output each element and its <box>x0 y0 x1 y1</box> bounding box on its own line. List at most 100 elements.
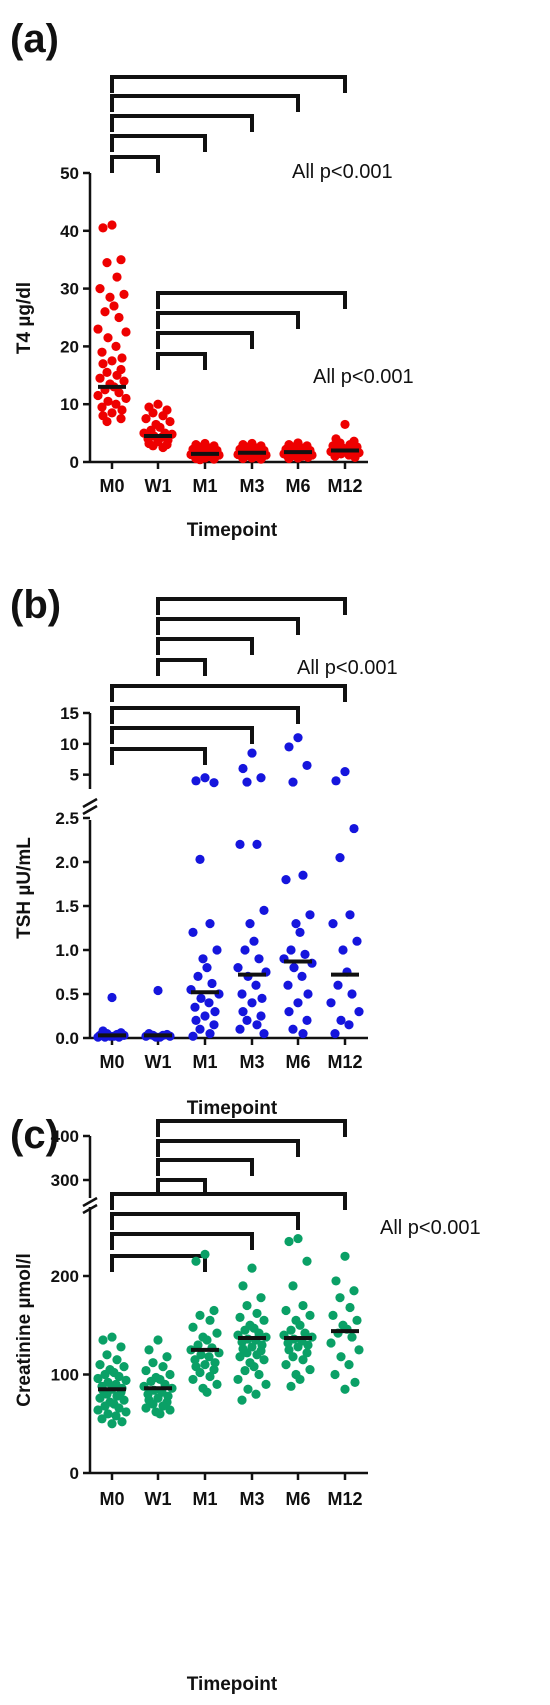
axis-break-mark <box>82 1196 98 1208</box>
data-point <box>288 1352 298 1362</box>
data-point <box>191 776 201 786</box>
data-point <box>158 411 168 421</box>
y-tick-label: 2.0 <box>55 853 79 872</box>
data-point <box>347 1332 357 1342</box>
significance-bracket <box>110 155 160 173</box>
y-tick-label: 1.0 <box>55 941 79 960</box>
data-point <box>111 341 121 351</box>
data-point <box>119 1395 129 1405</box>
data-point <box>238 1281 248 1291</box>
panel-a: (a) All p<0.001 All p<0.001 0 10 20 30 40 50 M… <box>10 17 414 541</box>
y-tick-label: 200 <box>51 1267 79 1286</box>
data-point <box>114 1371 124 1382</box>
data-point <box>288 777 298 787</box>
data-point <box>238 1007 248 1017</box>
data-point <box>102 416 112 427</box>
data-point <box>107 408 117 418</box>
data-point <box>195 1367 205 1378</box>
panel-a-ylabel: T4 µg/dl <box>14 282 35 354</box>
y-tick-label: 0 <box>70 1464 79 1483</box>
panel-b-annotation: All p<0.001 <box>297 657 398 679</box>
data-point <box>354 1345 364 1355</box>
data-point <box>284 1007 294 1017</box>
significance-bracket <box>156 597 347 615</box>
data-point <box>340 1251 350 1261</box>
data-point <box>344 1360 354 1370</box>
data-point <box>284 453 294 464</box>
data-point <box>100 307 110 317</box>
data-point <box>328 919 338 929</box>
data-point <box>293 1233 303 1244</box>
data-point <box>205 919 215 929</box>
data-point <box>298 1355 308 1365</box>
data-point <box>148 1399 158 1409</box>
data-point <box>305 910 315 920</box>
data-point <box>254 954 264 964</box>
x-tick-label: M6 <box>285 1052 310 1072</box>
data-point <box>98 223 108 233</box>
data-point <box>195 854 205 864</box>
data-point <box>249 936 259 946</box>
data-point <box>111 1411 121 1421</box>
panel-b-xlabel: Timepoint <box>187 1098 278 1119</box>
data-point <box>293 1342 303 1352</box>
data-point <box>235 1312 245 1322</box>
data-point <box>114 312 124 323</box>
data-point <box>209 778 219 788</box>
data-point <box>352 1315 362 1325</box>
data-point <box>107 1332 117 1342</box>
data-point <box>209 1020 219 1030</box>
data-point <box>204 1352 214 1362</box>
data-point <box>297 971 307 982</box>
data-point <box>254 1369 264 1380</box>
data-point <box>281 875 291 885</box>
data-point <box>93 324 103 334</box>
data-point <box>95 1393 105 1403</box>
data-point <box>247 998 257 1008</box>
data-point <box>148 408 158 418</box>
panel-c-ylabel: Creatinine µmol/l <box>14 1253 35 1406</box>
x-tick-label: M0 <box>99 1052 124 1072</box>
significance-bracket <box>110 75 347 93</box>
data-point <box>331 1276 341 1286</box>
data-point <box>153 985 163 996</box>
data-point <box>235 839 245 850</box>
panel-c-brackets <box>110 1119 347 1272</box>
data-point <box>247 748 257 758</box>
data-point <box>102 367 112 378</box>
data-point <box>340 419 350 430</box>
data-point <box>202 1387 212 1397</box>
data-point <box>212 945 222 955</box>
data-point <box>288 1281 298 1291</box>
data-point <box>340 766 350 777</box>
data-point <box>242 1300 252 1311</box>
data-point <box>97 1414 107 1424</box>
y-tick-label: 0.5 <box>55 985 79 1004</box>
data-point <box>305 1364 315 1375</box>
data-point <box>109 301 119 311</box>
significance-bracket <box>156 658 207 676</box>
data-point <box>326 1338 336 1348</box>
data-point <box>295 1320 305 1330</box>
data-point <box>93 1405 103 1415</box>
data-point <box>117 353 127 363</box>
significance-bracket <box>110 114 254 132</box>
y-tick-label: 50 <box>60 164 79 183</box>
data-point <box>191 1015 201 1025</box>
data-point <box>188 1031 198 1041</box>
x-tick-label: W1 <box>145 1489 172 1509</box>
data-point <box>210 1007 220 1017</box>
data-point <box>116 1342 126 1352</box>
data-point <box>111 399 121 409</box>
data-point <box>261 1379 271 1389</box>
data-point <box>155 1409 165 1419</box>
data-point <box>144 1345 154 1355</box>
data-point <box>165 1405 175 1415</box>
data-point <box>345 910 355 920</box>
data-point <box>188 1322 198 1332</box>
significance-bracket <box>110 684 347 702</box>
significance-bracket <box>156 1119 347 1137</box>
panel-c-annotation: All p<0.001 <box>380 1217 481 1239</box>
panel-b-brackets <box>110 597 347 765</box>
